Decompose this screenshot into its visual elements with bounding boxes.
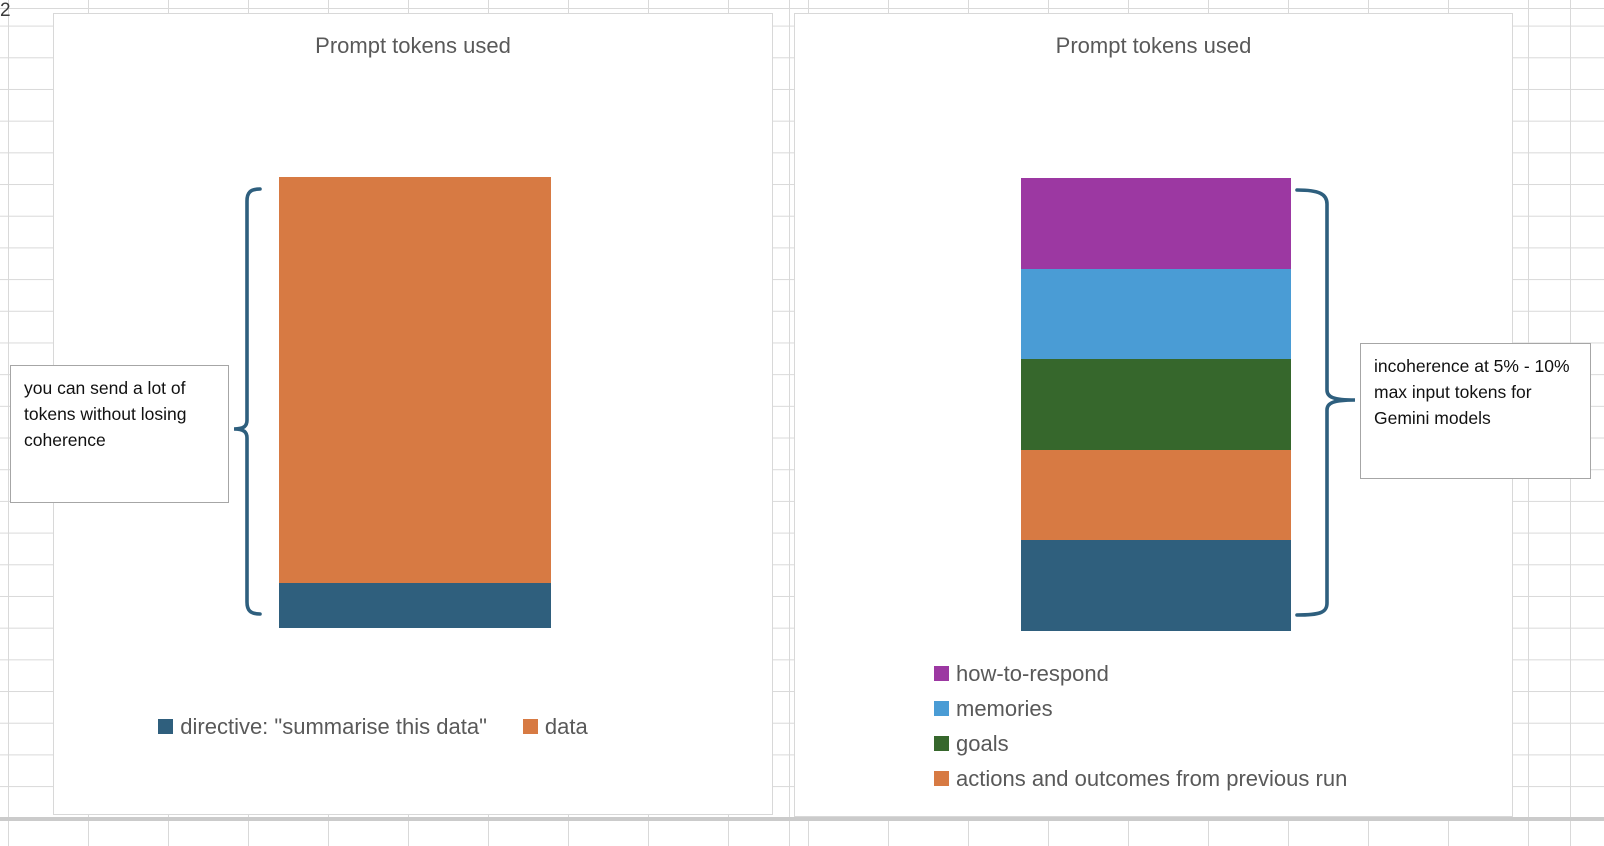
legend-label: actions and outcomes from previous run (956, 765, 1348, 791)
row-header: 2 (0, 0, 11, 21)
legend-label: memories (956, 695, 1053, 721)
legend-item[interactable]: data (522, 713, 588, 739)
stacked-bar[interactable] (279, 177, 551, 628)
grid-thick-row-line (0, 817, 1604, 821)
legend-swatch (158, 719, 174, 734)
chart-left[interactable]: Prompt tokens used directive: "summarise… (53, 13, 773, 815)
legend-item[interactable]: how-to-respond (934, 661, 1347, 686)
right-curly-brace-shape[interactable] (1291, 184, 1361, 624)
legend-item[interactable]: memories (934, 696, 1347, 721)
legend-swatch (934, 666, 949, 681)
legend-label: directive: "summarise this data" (180, 713, 487, 739)
bar-segment[interactable] (1021, 178, 1291, 269)
left-curly-brace-shape[interactable] (229, 184, 269, 619)
stacked-bar[interactable] (1021, 178, 1291, 631)
legend-item[interactable]: actions and outcomes from previous run (934, 766, 1347, 791)
legend: how-to-respond memories goals actions an… (934, 661, 1347, 791)
callout-text: you can send a lot of tokens without los… (24, 378, 187, 450)
chart-title: Prompt tokens used (315, 33, 511, 58)
callout-left[interactable]: you can send a lot of tokens without los… (10, 365, 229, 503)
legend-label: data (544, 713, 588, 739)
legend-swatch (934, 701, 949, 716)
legend-label: how-to-respond (956, 660, 1109, 686)
bar-segment[interactable] (279, 177, 551, 583)
bar-segment[interactable] (1021, 449, 1291, 541)
grid-column-line (789, 0, 790, 846)
legend-swatch (934, 736, 949, 751)
callout-right[interactable]: incoherence at 5% - 10% max input tokens… (1360, 343, 1591, 479)
bar-segment[interactable] (1021, 268, 1291, 360)
bar-segment[interactable] (279, 582, 551, 628)
legend-item[interactable]: directive: "summarise this data" (158, 714, 487, 739)
callout-text: incoherence at 5% - 10% max input tokens… (1374, 356, 1570, 428)
legend-label: goals (956, 730, 1009, 756)
chart-title: Prompt tokens used (1055, 33, 1252, 58)
bar-segment[interactable] (1021, 359, 1291, 450)
brace-path (233, 187, 262, 616)
legend-swatch (934, 771, 949, 786)
legend-swatch (522, 719, 538, 734)
grid-row-line (0, 8, 1604, 9)
bar-segment[interactable] (1021, 540, 1291, 631)
legend-item[interactable]: goals (934, 731, 1347, 756)
brace-path (1295, 188, 1356, 617)
legend: directive: "summarise this data" data (54, 714, 772, 739)
